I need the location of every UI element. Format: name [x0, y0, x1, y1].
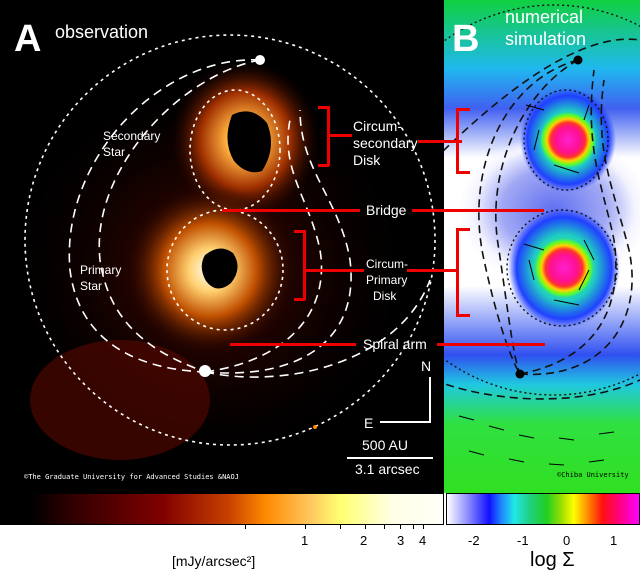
- panel-a-letter: A: [14, 18, 42, 60]
- colorbar-b-tick-0: 0: [563, 533, 571, 548]
- simulation-credit: ©Chiba University: [557, 471, 629, 479]
- colorbar-b-tick-1: 1: [610, 533, 618, 548]
- observation-credit: ©The Graduate University for Advanced St…: [24, 473, 239, 481]
- scale-bar-arcsec: 3.1 arcsec: [355, 461, 420, 477]
- tickmark: [245, 525, 246, 529]
- colorbar-a-left-pad: [0, 493, 30, 525]
- compass-east-arrow: [380, 421, 431, 423]
- panel-b-letter: B: [452, 18, 480, 60]
- simulation-panel: B numerical simulation ©Chiba University: [444, 0, 640, 493]
- panel-a-title: observation: [55, 22, 149, 42]
- colorbar-a-tick-2: 2: [360, 533, 368, 548]
- compass-east: E: [364, 415, 374, 431]
- tickmark: [365, 525, 366, 529]
- spiral-arm-label: Spiral arm: [363, 336, 427, 352]
- tickmark: [305, 525, 306, 529]
- colorbar-a-unit: [mJy/arcsec²]: [172, 553, 256, 569]
- colorbar-a-tick-3: 3: [397, 533, 405, 548]
- tickmark: [423, 525, 424, 529]
- observation-image: [0, 34, 436, 470]
- observation-panel: A observation Secondary Star Primary Star …: [0, 0, 444, 493]
- colorbar-a-tick-1: 1: [301, 533, 309, 548]
- primary-star-label: Primary Star: [80, 263, 122, 293]
- bridge-label: Bridge: [366, 202, 407, 218]
- circum-primary-disk-label: Circum- Primary Disk: [366, 257, 408, 303]
- circum-secondary-disk-label: Circum-secondary Disk: [353, 118, 418, 168]
- compass-north: N: [421, 358, 432, 374]
- colorbar-a-tick-4: 4: [419, 533, 427, 548]
- tickmark: [384, 525, 385, 529]
- scale-bar-au: 500 AU: [362, 437, 408, 453]
- simulation-colorbar: [446, 493, 640, 525]
- observation-colorbar: [30, 493, 444, 525]
- panel-b-title: numerical simulation: [505, 7, 587, 49]
- tickmark: [340, 525, 341, 529]
- scale-bar: [347, 457, 433, 459]
- secondary-star-label: Secondary Star: [103, 129, 161, 159]
- tickmark: [413, 525, 414, 529]
- tickmark: [400, 525, 401, 529]
- simulation-image: [444, 4, 640, 466]
- colorbar-b-label: log Σ: [530, 549, 575, 571]
- colorbar-b-tick-neg2: -2: [468, 533, 480, 548]
- compass-north-arrow: [429, 377, 431, 423]
- colorbar-b-tick-neg1: -1: [517, 533, 529, 548]
